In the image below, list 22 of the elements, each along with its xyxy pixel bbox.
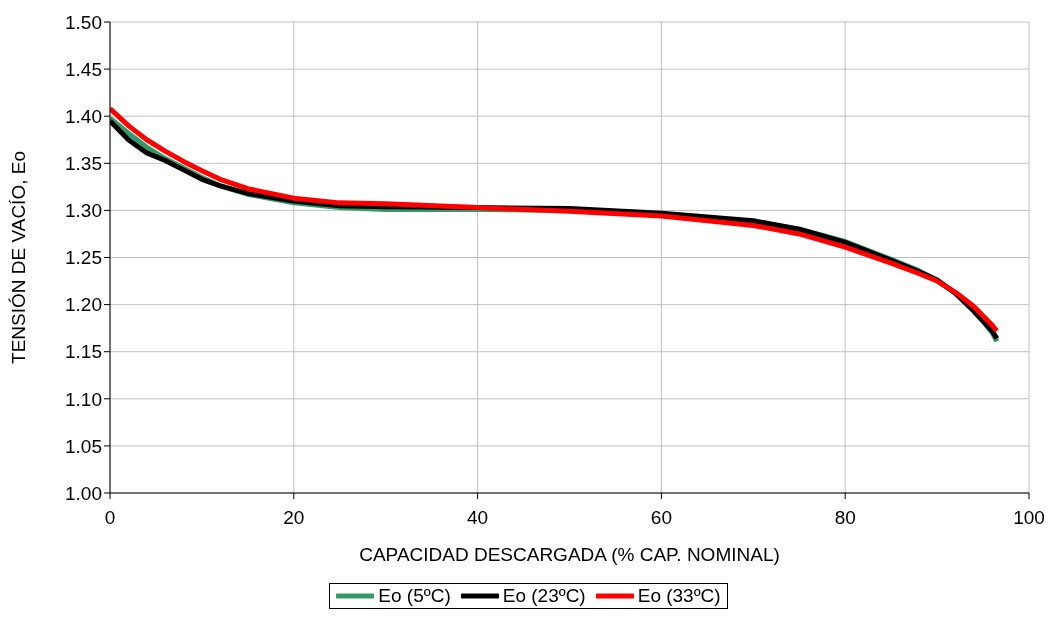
y-tick-label: 1.35 — [65, 153, 102, 175]
legend-label: Eo (23ºC) — [501, 585, 586, 607]
y-tick-label: 1.15 — [65, 341, 102, 363]
y-tick-label: 1.40 — [65, 105, 102, 127]
legend-label: Eo (5ºC) — [377, 585, 451, 607]
legend-label: Eo (33ºC) — [636, 585, 721, 607]
y-axis-title: TENSIÓN DE VACÍO, Eo — [7, 151, 29, 364]
x-tick-label: 80 — [834, 507, 856, 529]
y-tick-label: 1.45 — [65, 58, 102, 80]
y-tick-label: 1.30 — [65, 200, 102, 222]
y-tick-label: 1.25 — [65, 247, 102, 269]
y-tick-label: 1.00 — [65, 482, 102, 504]
x-tick-label: 60 — [650, 507, 672, 529]
y-tick-label: 1.05 — [65, 435, 102, 457]
x-tick-label: 100 — [1013, 507, 1045, 529]
x-axis-title: CAPACIDAD DESCARGADA (% CAP. NOMINAL) — [359, 544, 780, 565]
x-tick-label: 40 — [467, 507, 489, 529]
y-tick-label: 1.10 — [65, 388, 102, 410]
y-tick-label: 1.20 — [65, 294, 102, 316]
x-tick-label: 0 — [104, 507, 116, 529]
x-tick-label: 20 — [283, 507, 305, 529]
y-tick-label: 1.50 — [65, 11, 102, 33]
